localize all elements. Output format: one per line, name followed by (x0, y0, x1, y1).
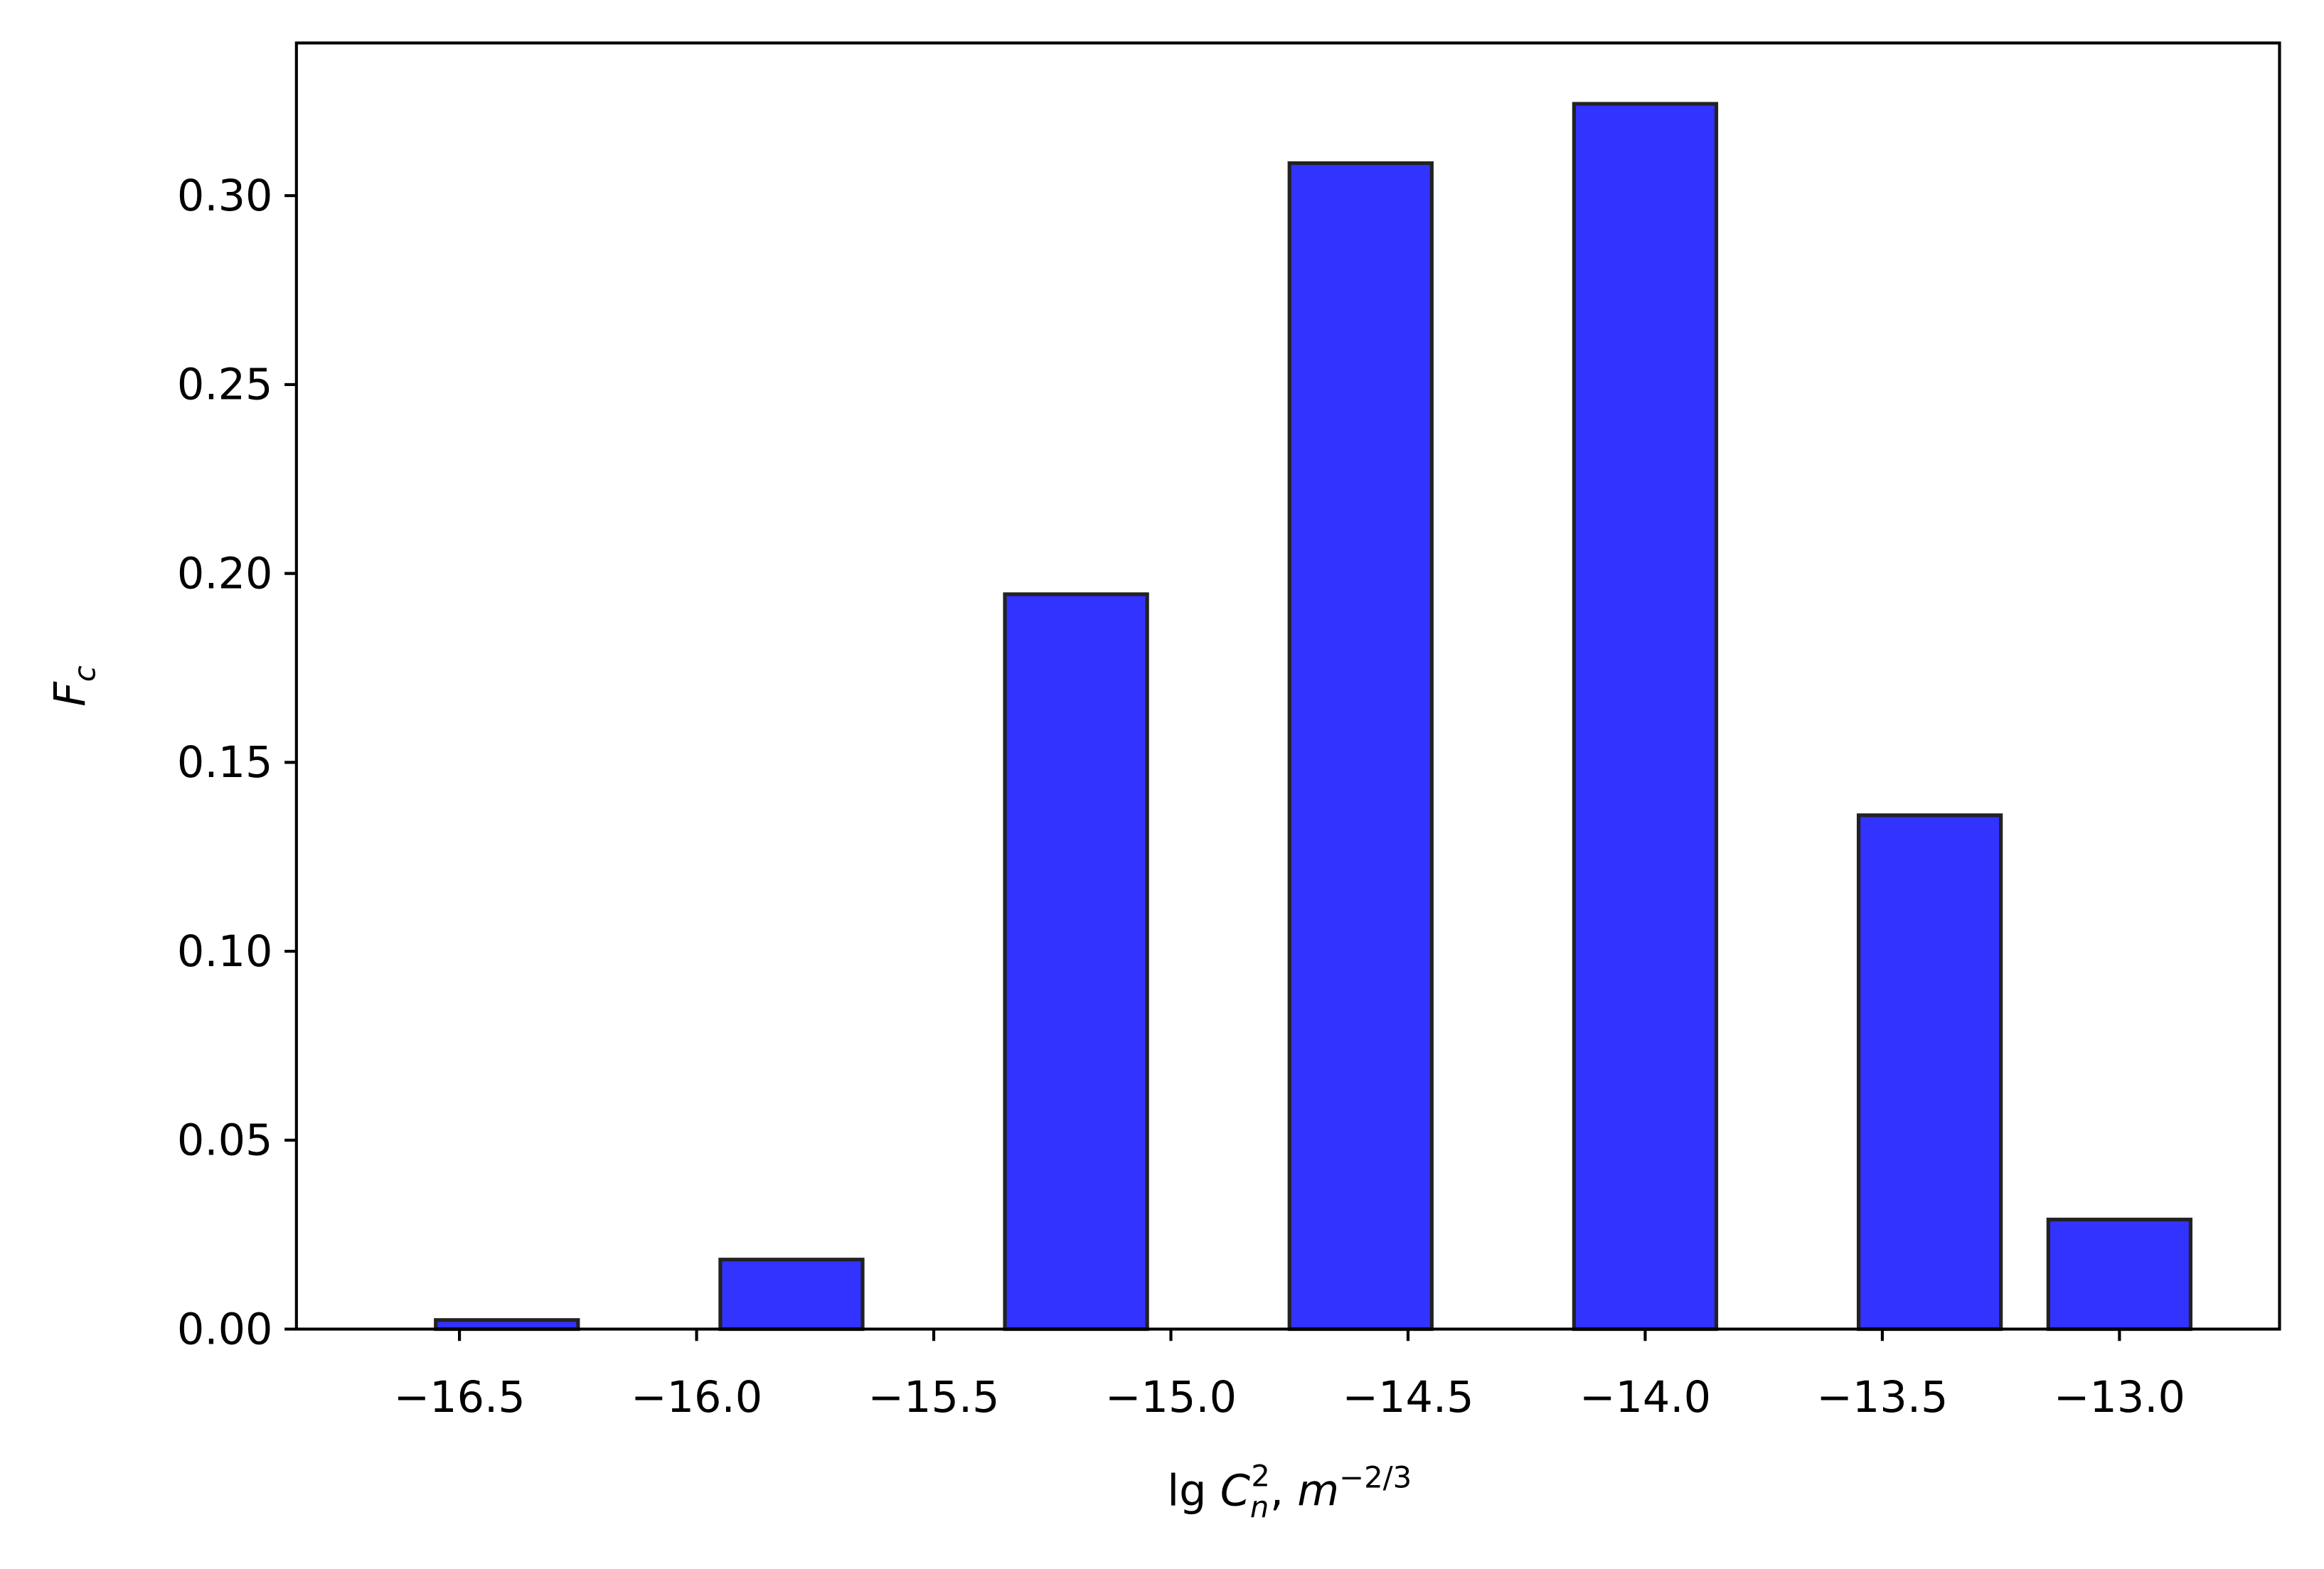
x-label-superscript: −2/3 (1339, 1460, 1412, 1495)
x-label-part: C (1220, 1467, 1250, 1516)
y-tick-label: 0.20 (177, 549, 273, 599)
x-label-part: m (1297, 1467, 1339, 1516)
y-tick-label: 0.15 (177, 738, 273, 788)
x-axis-label: lg Cn2, m−2/3 (1167, 1458, 1412, 1524)
y-tick-label: 0.30 (177, 171, 273, 221)
x-tick-label: −14.0 (1579, 1373, 1711, 1423)
y-label-part: F (46, 681, 95, 707)
x-tick-label: −16.5 (393, 1373, 525, 1423)
y-axis-label: Fc (46, 665, 102, 707)
x-tick-label: −13.5 (1816, 1373, 1948, 1423)
x-tick-label: −13.0 (2054, 1373, 2185, 1423)
x-label-superscript: 2 (1251, 1458, 1270, 1493)
bar (718, 1258, 865, 1332)
bar (1003, 592, 1149, 1332)
x-label-part: lg (1167, 1467, 1220, 1516)
x-tick-label: −16.0 (631, 1373, 762, 1423)
x-tick-label: −15.5 (868, 1373, 999, 1423)
bar (1856, 813, 2003, 1332)
bar (1572, 102, 1719, 1332)
bar (1287, 161, 1434, 1332)
x-tick-label: −15.0 (1105, 1373, 1237, 1423)
plot-frame (294, 41, 2281, 1331)
x-label-subscript: n (1250, 1489, 1269, 1524)
y-tick-label: 0.00 (177, 1305, 273, 1354)
y-label-subscript: c (67, 665, 102, 682)
y-tick-label: 0.25 (177, 360, 273, 410)
x-label-part: , (1270, 1467, 1297, 1516)
bar (2046, 1217, 2193, 1332)
y-tick-label: 0.10 (177, 927, 273, 977)
y-tick-label: 0.05 (177, 1116, 273, 1166)
x-tick-label: −14.5 (1342, 1373, 1473, 1423)
